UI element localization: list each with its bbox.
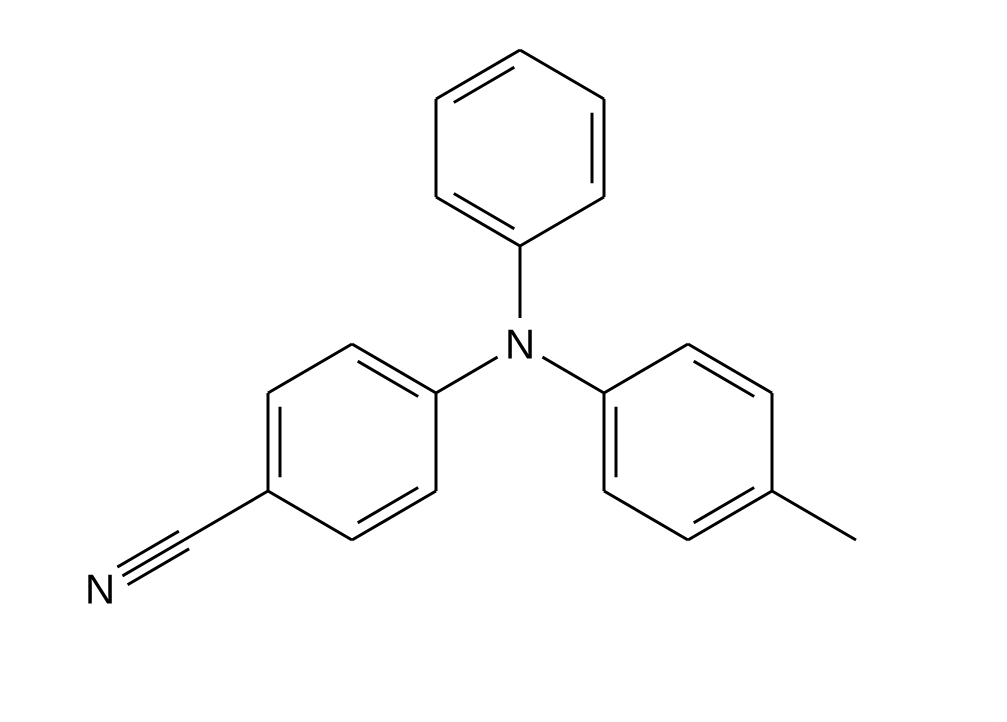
double-bond-outer [352, 344, 436, 393]
chemical-structure-diagram: NN [0, 0, 1007, 722]
single-bond [604, 344, 688, 393]
single-bond [542, 357, 604, 393]
single-bond [604, 491, 688, 540]
double-bond-outer [688, 344, 772, 393]
double-bond-outer [436, 197, 520, 246]
single-bond [184, 491, 268, 540]
single-bond [772, 491, 856, 540]
single-bond [520, 197, 604, 246]
double-bond-outer [352, 491, 436, 540]
double-bond-outer [688, 491, 772, 540]
single-bond [268, 344, 352, 393]
single-bond [268, 491, 352, 540]
single-bond [436, 357, 498, 393]
atom-label-N: N [505, 321, 535, 368]
atom-label-N: N [85, 566, 115, 613]
double-bond-outer [436, 50, 520, 99]
single-bond [520, 50, 604, 99]
